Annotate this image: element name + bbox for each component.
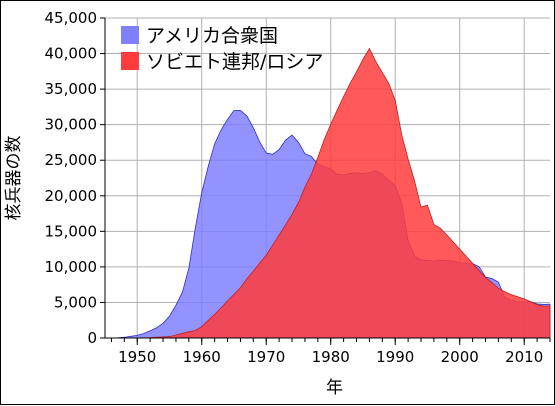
y-ticks: 0 5,000 10,000 15,000 20,000 25,000 30,000 35,0… xyxy=(45,9,105,347)
legend-label-usa: アメリカ合衆国 xyxy=(146,25,278,47)
y-tick-label: 5,000 xyxy=(54,293,97,311)
legend: アメリカ合衆国 ソビエト連邦/ロシア xyxy=(121,25,323,73)
axes xyxy=(104,18,550,339)
y-tick-label: 10,000 xyxy=(45,258,98,276)
legend-label-ussr-russia: ソビエト連邦/ロシア xyxy=(146,51,323,73)
y-axis-label: 核兵器の数 xyxy=(4,136,24,221)
y-tick-label: 30,000 xyxy=(45,116,98,134)
area-ussr-russia xyxy=(105,47,551,339)
x-tick-label: 1950 xyxy=(118,348,156,366)
x-tick-label: 1960 xyxy=(183,348,221,366)
y-tick-label: 40,000 xyxy=(45,45,98,63)
y-tick-label: 35,000 xyxy=(45,80,98,98)
y-tick-label: 45,000 xyxy=(45,9,98,27)
x-tick-label: 2010 xyxy=(505,348,543,366)
series-areas xyxy=(104,47,551,339)
legend-swatch-usa xyxy=(121,26,139,44)
x-ticks: 1950 1960 1970 1980 1990 2000 2010 xyxy=(110,338,551,366)
x-tick-label: 1980 xyxy=(312,348,350,366)
y-tick-label: 15,000 xyxy=(45,222,98,240)
x-tick-label: 1970 xyxy=(247,348,285,366)
y-tick-label: 25,000 xyxy=(45,151,98,169)
legend-swatch-ussr-russia xyxy=(121,52,139,70)
x-axis-label: 年 xyxy=(326,378,343,398)
x-tick-label: 2000 xyxy=(441,348,479,366)
y-tick-label: 20,000 xyxy=(45,187,98,205)
x-tick-label: 1990 xyxy=(376,348,414,366)
y-tick-label: 0 xyxy=(87,329,97,347)
